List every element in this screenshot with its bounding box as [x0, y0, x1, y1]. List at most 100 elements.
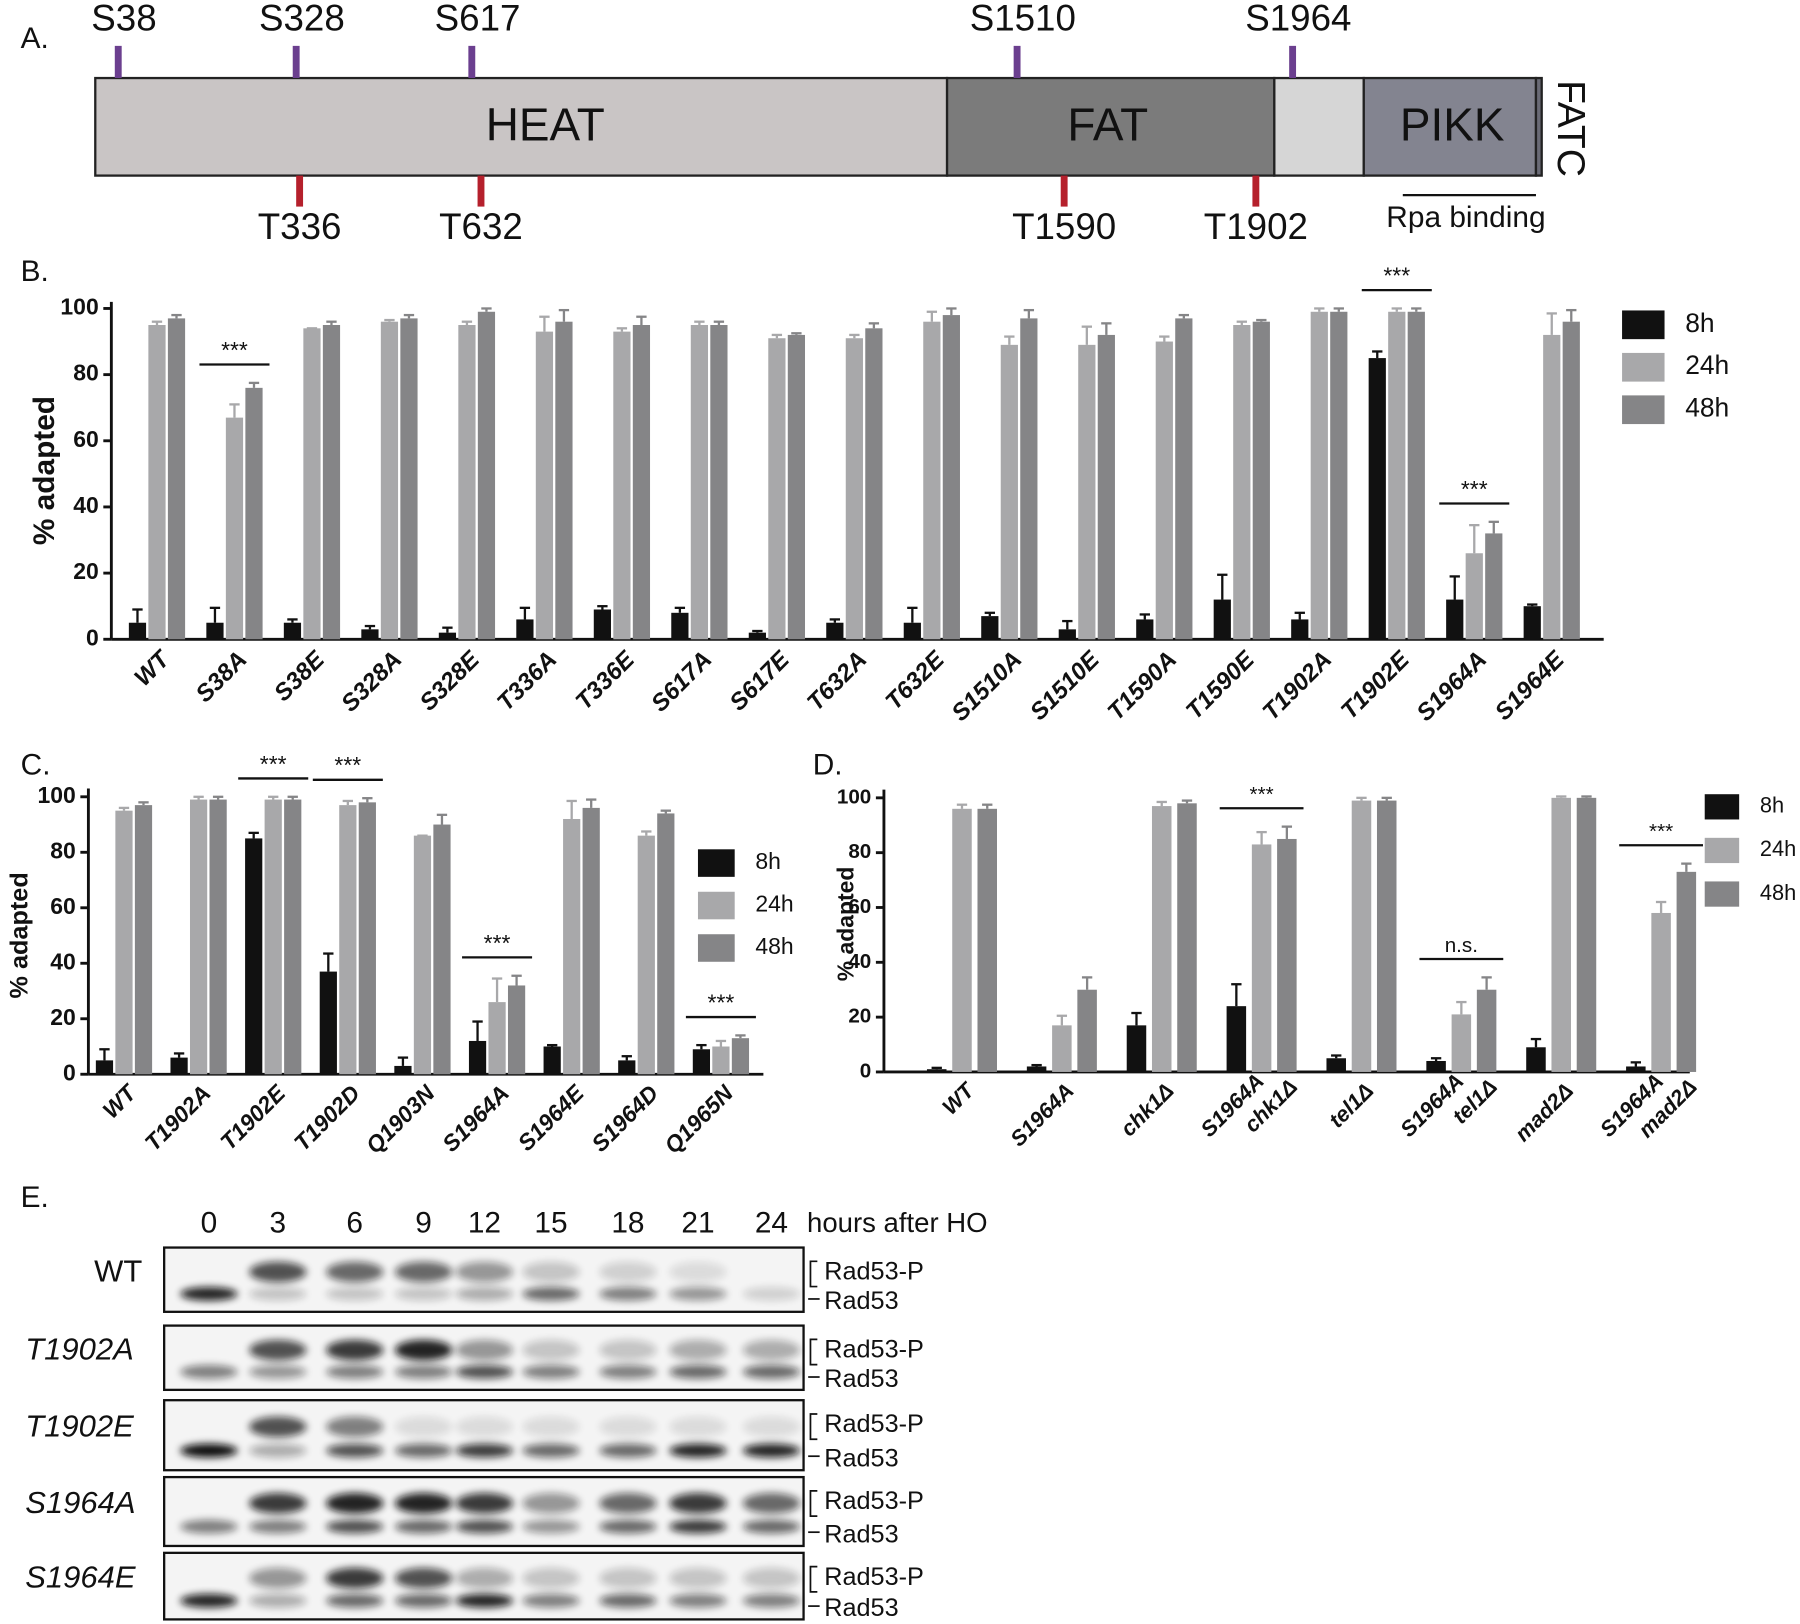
bar	[981, 616, 999, 640]
legend-swatch	[1704, 794, 1740, 820]
error-bar	[364, 624, 376, 630]
significance-label: ***	[1250, 783, 1274, 806]
bar	[516, 619, 534, 640]
error-bar	[715, 1039, 727, 1047]
error-bar	[248, 831, 259, 839]
bar	[1177, 803, 1197, 1072]
error-bar	[442, 626, 453, 633]
error-bar	[616, 327, 628, 332]
band	[669, 1519, 727, 1534]
error-bar	[287, 618, 298, 623]
band	[669, 1339, 727, 1361]
error-bar	[984, 611, 995, 617]
band	[394, 1339, 453, 1361]
bar	[903, 622, 921, 640]
bar	[245, 387, 263, 640]
error-bar	[1469, 523, 1480, 554]
error-bar	[1159, 335, 1170, 342]
bar	[458, 325, 476, 640]
error-bar	[621, 1055, 632, 1061]
bar	[657, 813, 675, 1075]
bar	[942, 315, 960, 640]
band	[455, 1567, 514, 1589]
domain	[945, 76, 1276, 177]
error-bar	[229, 403, 240, 418]
x-tick-label: S1964A	[1412, 646, 1493, 727]
error-bar	[511, 974, 522, 986]
legend-label: 24h	[755, 891, 793, 917]
band	[742, 1519, 801, 1534]
bracket	[809, 1565, 818, 1593]
bar	[926, 1069, 947, 1072]
error-bar	[1530, 1037, 1542, 1048]
bar	[1551, 797, 1571, 1072]
bar	[1451, 1014, 1472, 1072]
bar	[826, 622, 844, 640]
significance-label: n.s.	[1445, 934, 1478, 957]
error-bar	[539, 315, 550, 332]
bar	[637, 835, 655, 1075]
legend-label: 24h	[1760, 836, 1796, 861]
error-bar	[713, 320, 725, 326]
error-bar	[99, 1048, 110, 1061]
y-tick-label: 100	[837, 785, 871, 808]
band	[455, 1364, 514, 1379]
bar	[1291, 619, 1309, 640]
error-bar	[248, 381, 260, 388]
band	[742, 1492, 801, 1514]
band	[599, 1492, 657, 1514]
band	[326, 1593, 384, 1608]
error-bar	[907, 606, 918, 623]
bar	[95, 1060, 114, 1075]
band	[522, 1593, 580, 1608]
y-tick-label: 100	[60, 294, 98, 320]
legend-swatch	[1704, 837, 1740, 864]
band-label: Rad53-P	[824, 1563, 924, 1591]
bar	[413, 835, 432, 1075]
error-bar	[326, 320, 337, 326]
legend-swatch	[1622, 395, 1665, 425]
bar	[1523, 606, 1541, 640]
error-bar	[323, 952, 334, 972]
error-bar	[636, 315, 647, 326]
band	[394, 1519, 453, 1534]
band	[742, 1339, 801, 1361]
panel-label: A.	[21, 22, 49, 55]
y-tick-label: 60	[73, 426, 99, 452]
band	[669, 1593, 727, 1608]
x-tick-label: Q1965N	[659, 1079, 738, 1158]
band	[249, 1593, 307, 1608]
band	[249, 1519, 307, 1534]
bar	[339, 805, 357, 1075]
bar	[1388, 311, 1406, 640]
x-tick-label: Q1903N	[361, 1079, 440, 1158]
x-tick-label: WT	[129, 645, 176, 692]
significance-label: ***	[1649, 820, 1673, 843]
band	[394, 1593, 453, 1608]
bar	[787, 334, 806, 640]
error-bar	[868, 322, 880, 329]
y-tick-label: 20	[50, 1004, 76, 1030]
band	[669, 1261, 727, 1283]
site-label: S1510	[970, 0, 1076, 38]
band-label: Rad53	[824, 1520, 898, 1548]
band	[669, 1443, 727, 1458]
significance-label: ***	[334, 752, 361, 778]
error-bar	[1331, 1054, 1342, 1059]
error-bar	[956, 803, 968, 809]
site-label: T336	[258, 206, 342, 247]
bar	[433, 824, 451, 1075]
error-bar	[1231, 983, 1242, 1007]
bar	[477, 311, 496, 640]
legend-label: 8h	[1685, 308, 1714, 338]
panel-label: D.	[813, 749, 843, 782]
band	[326, 1339, 384, 1361]
panel-label: E.	[21, 1181, 49, 1214]
bar	[952, 808, 972, 1072]
bar	[1446, 599, 1464, 640]
band	[326, 1492, 384, 1514]
domain	[94, 76, 949, 177]
y-tick-label: 80	[73, 360, 99, 386]
legend-swatch	[697, 934, 735, 962]
